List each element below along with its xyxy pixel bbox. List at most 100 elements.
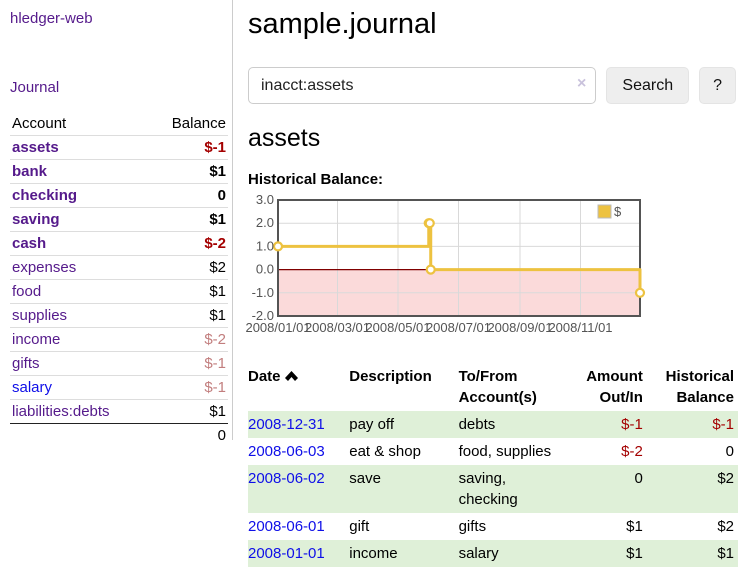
account-balance: $-2 bbox=[148, 327, 228, 352]
accounts-header-account: Account bbox=[12, 115, 67, 132]
help-button[interactable]: ? bbox=[699, 67, 736, 104]
transaction-date-link[interactable]: 2008-06-02 bbox=[248, 470, 325, 487]
register-header-balance: Historical Balance bbox=[665, 368, 734, 406]
accounts-total-value: 0 bbox=[148, 423, 228, 447]
register-header-date[interactable]: Date bbox=[248, 363, 349, 411]
account-row: expenses $2 bbox=[10, 255, 228, 280]
svg-text:2008/05/01: 2008/05/01 bbox=[365, 320, 430, 335]
svg-text:2008/07/01: 2008/07/01 bbox=[426, 320, 491, 335]
account-balance: $-2 bbox=[148, 231, 228, 256]
account-balance: $1 bbox=[148, 279, 228, 304]
account-link[interactable]: bank bbox=[12, 163, 48, 180]
account-row: salary $-1 bbox=[10, 375, 228, 400]
account-link[interactable]: salary bbox=[12, 379, 53, 396]
svg-text:-2.0: -2.0 bbox=[252, 308, 274, 323]
transaction-accounts: gifts bbox=[458, 518, 487, 535]
account-link[interactable]: cash bbox=[12, 235, 47, 252]
account-row: liabilities:debts $1 bbox=[10, 399, 228, 424]
transaction-description: income bbox=[349, 545, 398, 562]
account-link[interactable]: assets bbox=[12, 139, 59, 156]
transaction-description: gift bbox=[349, 518, 370, 535]
transaction-description: save bbox=[349, 470, 381, 487]
account-balance: $2 bbox=[148, 255, 228, 280]
transaction-accounts: salary bbox=[458, 545, 499, 562]
account-balance: $1 bbox=[148, 207, 228, 232]
account-balance: $-1 bbox=[148, 351, 228, 376]
sidebar-item-journal[interactable]: Journal bbox=[10, 79, 60, 96]
account-link[interactable]: income bbox=[12, 331, 61, 348]
account-balance: $1 bbox=[148, 303, 228, 328]
search-input[interactable] bbox=[248, 67, 597, 104]
account-link[interactable]: saving bbox=[12, 211, 60, 228]
account-link[interactable]: food bbox=[12, 283, 42, 300]
transaction-balance: $1 bbox=[717, 545, 734, 562]
search-button[interactable]: Search bbox=[606, 67, 690, 104]
account-link[interactable]: supplies bbox=[12, 307, 68, 324]
transaction-date-link[interactable]: 2008-12-31 bbox=[248, 416, 325, 433]
account-link[interactable]: checking bbox=[12, 187, 78, 204]
transaction-date-link[interactable]: 2008-06-01 bbox=[248, 518, 325, 535]
svg-text:$: $ bbox=[614, 204, 622, 219]
accounts-header-balance: Balance bbox=[171, 115, 226, 132]
account-balance: 0 bbox=[148, 183, 228, 208]
transaction-accounts: saving, checking bbox=[458, 470, 518, 508]
account-balance: $1 bbox=[148, 159, 228, 184]
account-row: income $-2 bbox=[10, 327, 228, 352]
accounts-total-row: 0 bbox=[10, 423, 228, 447]
register-header-description: Description bbox=[349, 368, 432, 385]
account-row: food $1 bbox=[10, 279, 228, 304]
register-row: 2008-06-03 eat & shop food, supplies $-2 0 bbox=[248, 438, 738, 465]
svg-text:2008/03/01: 2008/03/01 bbox=[305, 320, 370, 335]
svg-text:2.0: 2.0 bbox=[256, 215, 274, 230]
account-link[interactable]: liabilities:debts bbox=[12, 403, 110, 420]
transaction-amount: 0 bbox=[634, 470, 643, 487]
register-row: 2008-06-02 save saving, checking 0 $2 bbox=[248, 465, 738, 513]
transaction-amount: $1 bbox=[626, 518, 643, 535]
register-row: 2008-01-01 income salary $1 $1 bbox=[248, 540, 738, 567]
transaction-date-link[interactable]: 2008-01-01 bbox=[248, 545, 325, 562]
svg-text:0.0: 0.0 bbox=[256, 262, 274, 277]
account-heading: assets bbox=[248, 124, 321, 152]
transaction-date-link[interactable]: 2008-06-03 bbox=[248, 443, 325, 460]
register-row: 2008-12-31 pay off debts $-1 $-1 bbox=[248, 411, 738, 438]
account-row: saving $1 bbox=[10, 207, 228, 232]
clear-search-icon[interactable]: × bbox=[577, 75, 587, 92]
register-header-accounts: To/From Account(s) bbox=[458, 368, 537, 406]
transaction-accounts: debts bbox=[458, 416, 496, 433]
account-link[interactable]: gifts bbox=[12, 355, 40, 372]
sidebar: hledger-web Journal Account Balance asse… bbox=[0, 0, 232, 447]
chart-title: Historical Balance: bbox=[248, 171, 384, 188]
transaction-description: eat & shop bbox=[349, 443, 421, 460]
transaction-balance: 0 bbox=[725, 443, 734, 460]
transaction-accounts: food, supplies bbox=[458, 443, 552, 460]
transaction-balance: $2 bbox=[717, 470, 734, 487]
historical-balance-chart: $3.0 2.0 1.0 0.0 -1.0 -2.0 2008/01/01 2008/03/0… bbox=[245, 192, 736, 349]
transaction-amount: $1 bbox=[626, 545, 643, 562]
account-row: gifts $-1 bbox=[10, 351, 228, 376]
transaction-amount: $-2 bbox=[621, 443, 643, 460]
account-row: bank $1 bbox=[10, 159, 228, 184]
svg-text:3.0: 3.0 bbox=[256, 192, 274, 207]
chart-svg: $3.0 2.0 1.0 0.0 -1.0 -2.02008/01/012008/03/0… bbox=[245, 192, 646, 335]
search-form: × Search ? bbox=[248, 67, 736, 104]
transaction-amount: $-1 bbox=[621, 416, 643, 433]
sidebar-divider bbox=[232, 0, 233, 440]
account-balance: $-1 bbox=[148, 135, 228, 160]
register-row: 2008-06-01 gift gifts $1 $2 bbox=[248, 513, 738, 540]
transaction-balance: $2 bbox=[717, 518, 734, 535]
account-row: supplies $1 bbox=[10, 303, 228, 328]
register-header-amount: Amount Out/In bbox=[586, 368, 643, 406]
register-header-row: Date Description To/From Account(s) Amou… bbox=[248, 363, 738, 411]
register-table: Date Description To/From Account(s) Amou… bbox=[248, 363, 738, 567]
main-content: sample.journal × Search ? assets Histori… bbox=[245, 0, 742, 567]
account-row: cash $-2 bbox=[10, 231, 228, 256]
transaction-balance: $-1 bbox=[712, 416, 734, 433]
account-link[interactable]: expenses bbox=[12, 259, 77, 276]
account-balance: $1 bbox=[148, 399, 228, 424]
accounts-table: Account Balance assets $-1 bank $1 checking 0… bbox=[10, 112, 228, 447]
app-title-link[interactable]: hledger-web bbox=[10, 10, 93, 27]
sort-asc-icon bbox=[284, 366, 298, 387]
svg-text:2008/11/01: 2008/11/01 bbox=[548, 320, 612, 335]
svg-text:2008/01/01: 2008/01/01 bbox=[245, 320, 310, 335]
